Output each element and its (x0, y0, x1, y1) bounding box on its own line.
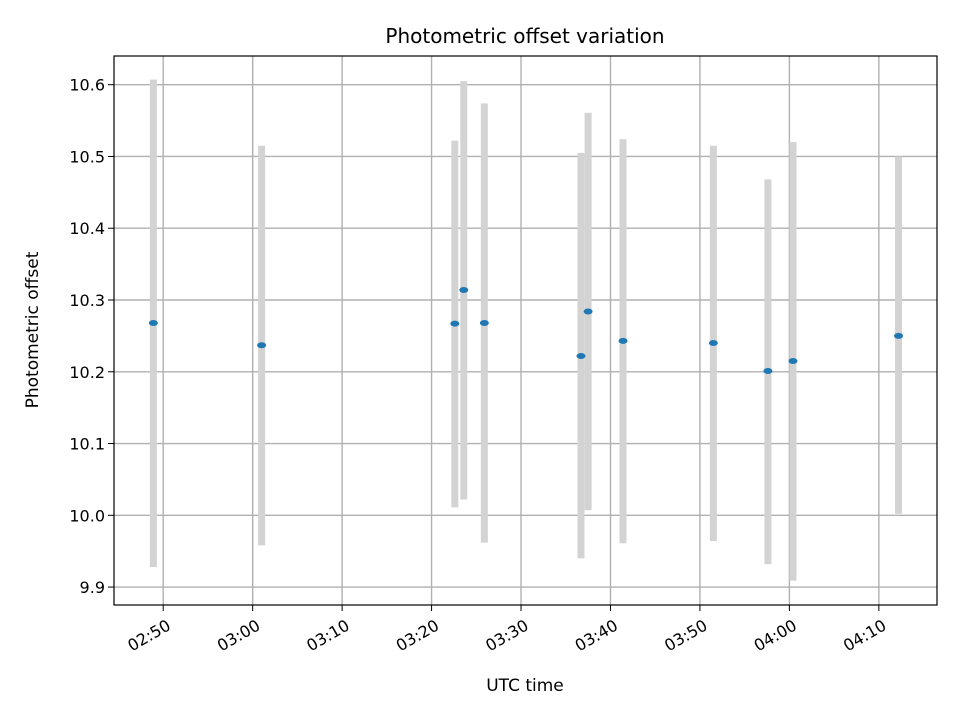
data-points (148, 286, 904, 375)
y-axis-label: Photometric offset (23, 251, 43, 408)
y-tick-label: 10.4 (69, 219, 105, 238)
data-point-marker (459, 286, 469, 293)
data-point-marker (450, 320, 460, 327)
data-point-marker (708, 340, 718, 347)
y-axis-ticks: 9.9 10.0 10.1 10.2 10.3 10.4 10.5 10.6 (69, 76, 114, 597)
y-tick-label: 10.5 (69, 147, 105, 166)
y-tick-label: 10.1 (69, 435, 105, 454)
data-point-marker (618, 337, 628, 344)
chart-title: Photometric offset variation (385, 24, 664, 48)
y-tick-label: 10.3 (69, 291, 105, 310)
x-axis-label: UTC time (486, 676, 564, 696)
y-tick-label: 10.2 (69, 363, 105, 382)
data-point-marker (479, 319, 489, 326)
data-point-marker (148, 319, 158, 326)
y-tick-label: 9.9 (80, 578, 105, 597)
data-point-marker (894, 332, 904, 339)
y-tick-label: 10.0 (69, 506, 105, 525)
plot-frame (113, 55, 938, 606)
data-point-marker (763, 368, 773, 375)
y-tick-label: 10.6 (69, 76, 105, 95)
data-point-marker (583, 308, 593, 315)
data-point-marker (257, 342, 267, 349)
grid-lines (114, 56, 937, 605)
data-point-marker (788, 358, 798, 364)
data-point-marker (576, 352, 586, 359)
